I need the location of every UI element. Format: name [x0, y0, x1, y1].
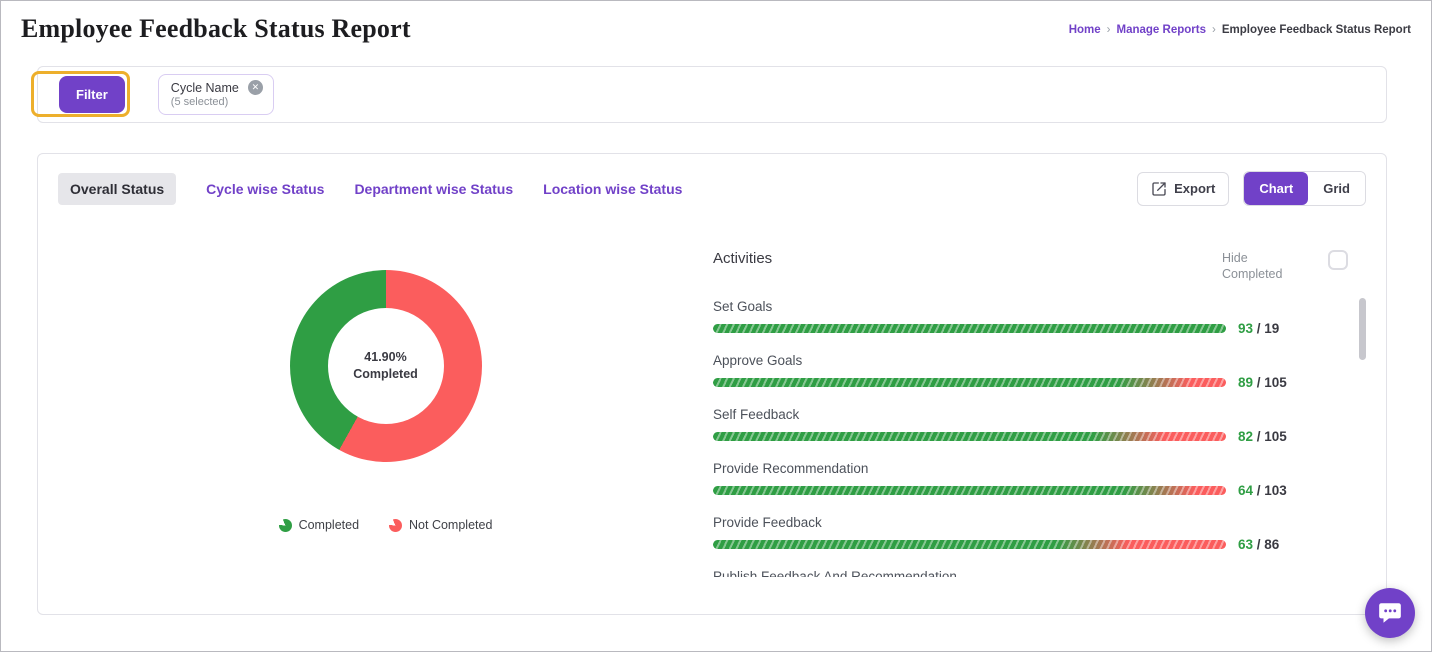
filter-button[interactable]: Filter	[59, 76, 125, 113]
activity-value: 93 / 19	[1238, 320, 1280, 336]
activity-value: 63 / 86	[1238, 536, 1280, 552]
chart-column: 41.90% Completed Completed Not Completed	[58, 230, 713, 577]
export-icon	[1151, 181, 1167, 197]
activity-item: Provide Feedback 63 / 86	[713, 515, 1300, 552]
hide-completed-checkbox[interactable]	[1328, 250, 1348, 270]
breadcrumb-separator: ›	[1106, 24, 1111, 36]
activity-progress-bar	[713, 431, 1226, 441]
activities-list: Set Goals 93 / 19 Approve Goals 89 / 105 Sel…	[713, 299, 1352, 577]
hide-completed-label: Hide Completed	[1222, 251, 1283, 282]
export-label: Export	[1174, 181, 1216, 196]
activity-label: Set Goals	[713, 298, 773, 314]
donut-chart: 41.90% Completed	[289, 270, 482, 462]
activity-value: 64 / 103	[1238, 482, 1287, 498]
filter-card: Filter Cycle Name ✕ (5 selected)	[31, 66, 1387, 123]
activity-value: 82 / 105	[1238, 428, 1287, 444]
scrollbar[interactable]	[1359, 294, 1366, 567]
view-chart-button[interactable]: Chart	[1244, 172, 1309, 205]
activity-value: 89 / 105	[1238, 374, 1287, 390]
activity-progress-bar	[713, 323, 1226, 333]
activity-progress-bar	[713, 485, 1226, 495]
breadcrumb-link[interactable]: Manage Reports	[1116, 24, 1206, 36]
chip-title: Cycle Name	[170, 80, 239, 95]
scrollbar-thumb[interactable]	[1359, 298, 1366, 360]
donut-center-value: 41.90%	[364, 349, 407, 364]
activity-item: Publish Feedback And Recommendation	[713, 569, 1300, 577]
report-card: Overall Status Cycle wise Status Departmen…	[37, 153, 1387, 615]
activities-panel: Activities Hide Completed Set Goals 93 / …	[713, 230, 1366, 577]
breadcrumb-current: Employee Feedback Status Report	[1221, 24, 1411, 36]
activity-item: Self Feedback 82 / 105	[713, 407, 1300, 444]
activities-title: Activities	[713, 250, 773, 267]
view-grid-button[interactable]: Grid	[1308, 172, 1365, 205]
tab-department-wise-status[interactable]: Department wise Status	[354, 173, 513, 205]
export-button[interactable]: Export	[1137, 171, 1230, 206]
chat-fab-button[interactable]	[1365, 588, 1415, 638]
donut-center-caption: Completed	[353, 367, 418, 381]
activity-progress-bar	[713, 377, 1226, 387]
activity-label: Provide Feedback	[713, 514, 822, 530]
tab-cycle-wise-status[interactable]: Cycle wise Status	[206, 173, 324, 205]
activity-item: Set Goals 93 / 19	[713, 299, 1300, 336]
legend-item: Completed	[278, 518, 360, 532]
report-content: 41.90% Completed Completed Not Completed …	[58, 230, 1366, 577]
completed-legend-icon	[278, 518, 292, 532]
legend-item: Not Completed	[389, 518, 492, 532]
legend-label: Completed	[298, 518, 360, 532]
toolbar: Export Chart Grid	[1137, 171, 1366, 206]
tab-location-wise-status[interactable]: Location wise Status	[543, 173, 682, 205]
donut-center-label: 41.90% Completed	[327, 308, 444, 424]
tabs-row: Overall Status Cycle wise Status Departmen…	[58, 171, 1366, 206]
breadcrumb-separator: ›	[1211, 24, 1216, 36]
chip-close-icon[interactable]: ✕	[247, 80, 263, 95]
activity-label: Approve Goals	[713, 352, 803, 368]
legend-label: Not Completed	[409, 518, 493, 532]
activity-progress-bar	[713, 539, 1226, 549]
tab-overall-status[interactable]: Overall Status	[58, 172, 177, 205]
filter-chip[interactable]: Cycle Name ✕ (5 selected)	[157, 74, 274, 115]
chat-icon	[1377, 600, 1403, 626]
breadcrumb: Home › Manage Reports › Employee Feedback St…	[1069, 24, 1411, 36]
activities-header: Activities Hide Completed	[713, 250, 1352, 283]
filter-chips: Cycle Name ✕ (5 selected)	[157, 74, 274, 115]
activity-item: Provide Recommendation 64 / 103	[713, 461, 1300, 498]
view-toggle: Chart Grid	[1243, 171, 1366, 206]
page-title: Employee Feedback Status Report	[21, 14, 411, 43]
topbar: Employee Feedback Status Report Home › Man…	[1, 1, 1431, 44]
not-completed-legend-icon	[389, 518, 403, 532]
chart-legend: Completed Not Completed	[58, 518, 713, 532]
activity-label: Provide Recommendation	[713, 460, 869, 476]
breadcrumb-link[interactable]: Home	[1068, 24, 1101, 36]
hide-completed-control: Hide Completed	[1222, 250, 1348, 283]
activity-label: Self Feedback	[713, 406, 800, 422]
tabs: Overall Status Cycle wise Status Departmen…	[58, 172, 682, 205]
chip-subtitle: (5 selected)	[170, 96, 229, 108]
activity-item: Approve Goals 89 / 105	[713, 353, 1300, 390]
activity-label: Publish Feedback And Recommendation	[713, 568, 957, 577]
